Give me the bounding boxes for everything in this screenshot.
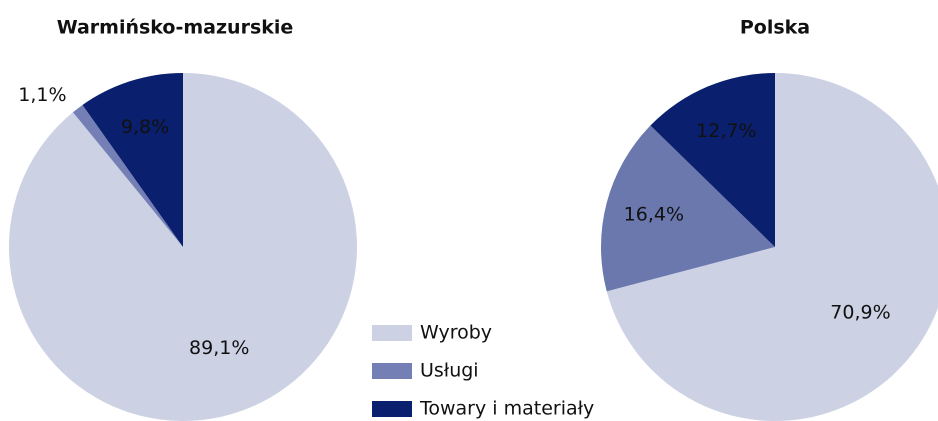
pie-slice [606, 73, 938, 421]
legend-label: Towary i materiały [419, 398, 594, 420]
pie-slice [82, 73, 183, 247]
legend-swatch [372, 363, 412, 379]
data-label: 70,9% [830, 301, 890, 323]
pie-slice [72, 104, 183, 247]
data-label: 1,1% [18, 84, 66, 106]
legend-swatch [372, 325, 412, 341]
data-label: 89,1% [189, 337, 249, 359]
data-label: 12,7% [696, 120, 756, 142]
legend-label: Usługi [420, 360, 479, 382]
pie-slice [601, 125, 775, 292]
data-label: 16,4% [624, 204, 684, 226]
labels: Warmińsko-mazurskie 89,1% 1,1% 9,8% Wyroby Us… [18, 17, 890, 420]
pies [9, 73, 938, 421]
legend-label: Wyroby [420, 322, 492, 344]
data-label: 9,8% [121, 116, 169, 138]
pie-slice [650, 73, 775, 247]
chart-title: Warmińsko-mazurskie [57, 17, 294, 39]
chart-title: Polska [740, 17, 810, 39]
legend-swatch [372, 401, 412, 417]
